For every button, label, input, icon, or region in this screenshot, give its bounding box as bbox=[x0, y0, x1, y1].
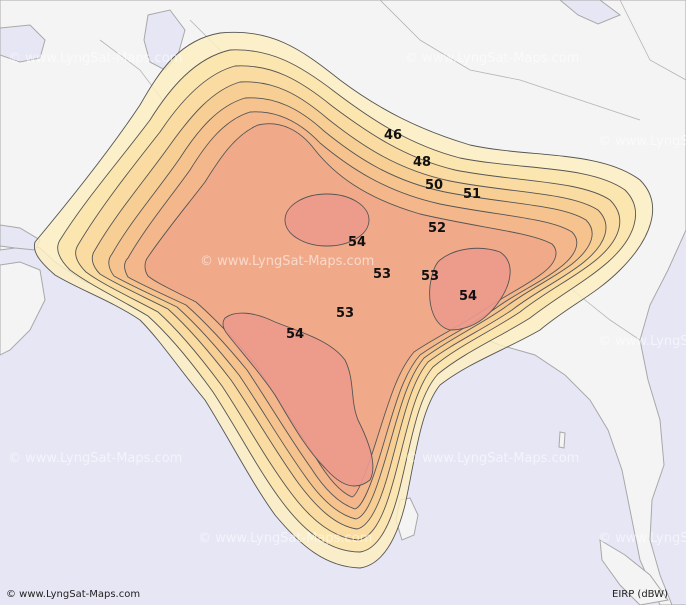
water-bodies bbox=[0, 0, 622, 251]
svg-text:© www.LyngSat-Maps.com: © www.LyngSat-Maps.com bbox=[8, 51, 182, 66]
land-arabia bbox=[0, 261, 46, 356]
land-andaman bbox=[558, 431, 566, 449]
contour-label: 48 bbox=[413, 155, 431, 170]
contour-label: 54 bbox=[348, 235, 366, 250]
contour-label: 53 bbox=[373, 267, 391, 282]
peak-regions bbox=[222, 193, 511, 487]
contour-bands bbox=[33, 31, 654, 569]
svg-text:© www.LyngSat-Maps.com: © www.LyngSat-Maps.com bbox=[405, 451, 579, 466]
peak-54-east bbox=[429, 247, 511, 331]
contour-label: 54 bbox=[286, 327, 304, 342]
peak-54-south bbox=[222, 312, 374, 487]
contour-label: 51 bbox=[463, 187, 481, 202]
black-sea bbox=[0, 24, 46, 63]
contour-label: 46 bbox=[384, 128, 402, 143]
contour-label: 52 bbox=[428, 221, 446, 236]
svg-text:© www.LyngSat-Maps.com: © www.LyngSat-Maps.com bbox=[198, 531, 372, 546]
svg-text:© www.LyngSat-Maps.com: © www.LyngSat-Maps.com bbox=[598, 531, 686, 546]
contour-labels: 46 48 50 51 52 54 53 53 54 53 54 bbox=[286, 128, 481, 342]
bay-of-bengal-coast bbox=[559, 0, 622, 25]
peak-54-north bbox=[284, 193, 370, 247]
svg-text:© www.LyngSat-Maps.com: © www.LyngSat-Maps.com bbox=[598, 334, 686, 349]
contour-label: 54 bbox=[459, 289, 477, 304]
svg-text:© www.LyngSat-Maps.com: © www.LyngSat-Maps.com bbox=[200, 254, 374, 269]
land-sumatra bbox=[599, 539, 669, 605]
contour-label: 50 bbox=[425, 178, 443, 193]
copyright-text: © www.LyngSat-Maps.com bbox=[6, 589, 140, 600]
svg-text:© www.LyngSat-Maps.com: © www.LyngSat-Maps.com bbox=[405, 51, 579, 66]
watermark: © www.LyngSat-Maps.com © www.LyngSat-Map… bbox=[8, 51, 686, 546]
unit-label: EIRP (dBW) bbox=[612, 589, 668, 600]
svg-text:© www.LyngSat-Maps.com: © www.LyngSat-Maps.com bbox=[8, 451, 182, 466]
svg-text:© www.LyngSat-Maps.com: © www.LyngSat-Maps.com bbox=[598, 134, 686, 149]
contour-label: 53 bbox=[421, 269, 439, 284]
contour-label: 53 bbox=[336, 306, 354, 321]
